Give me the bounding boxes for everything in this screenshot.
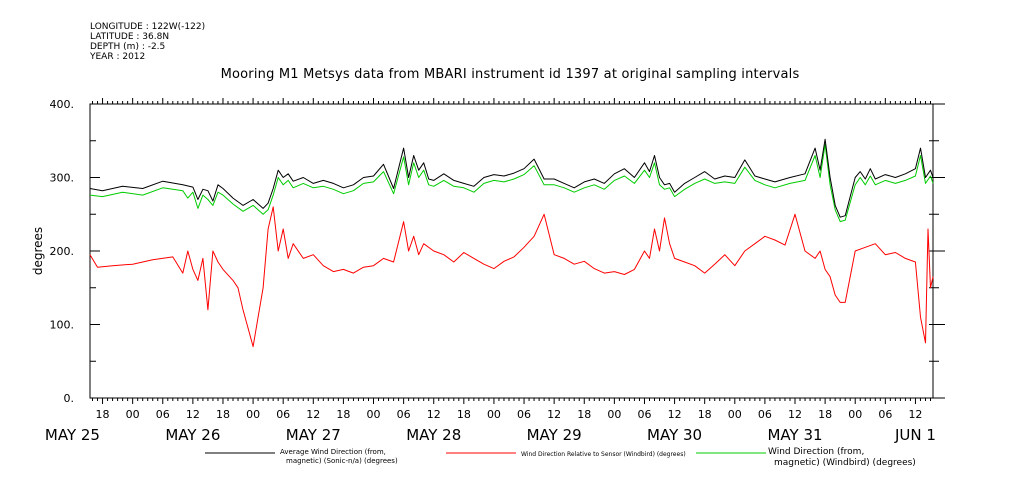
year-text: YEAR : 2012 (90, 52, 146, 62)
x-day-label: MAY 31 (767, 426, 822, 444)
x-tick-label: 00 (126, 408, 140, 421)
plot-area (89, 103, 934, 399)
legend-label: Wind Direction Relative to Sensor (Windb… (521, 451, 686, 458)
x-day-label: MAY 25 (45, 426, 100, 444)
x-tick-label: 06 (878, 408, 892, 421)
x-tick-label: 00 (728, 408, 742, 421)
series-line-2 (89, 206, 934, 348)
y-tick-label: 400. (50, 98, 75, 111)
x-tick-label: 00 (367, 408, 381, 421)
series-line-3 (89, 143, 934, 223)
x-day-label: MAY 30 (647, 426, 702, 444)
chart-title: Mooring M1 Metsys data from MBARI instru… (220, 67, 800, 82)
x-tick-label: 12 (427, 408, 441, 421)
x-tick-label: 12 (306, 408, 320, 421)
x-tick-label: 00 (607, 408, 621, 421)
x-tick-label: 06 (517, 408, 531, 421)
series-layer (89, 138, 934, 348)
plot-frame (89, 103, 934, 399)
x-tick-label: 06 (758, 408, 772, 421)
series-line-1 (89, 138, 934, 218)
legend: Average Wind Direction (from, magnetic) (… (205, 447, 916, 468)
y-tick-label: 0. (64, 392, 75, 405)
latitude-text: LATITUDE : 36.8N (90, 32, 170, 42)
x-axis: 18 00 06 12 18 00 06 12 18 00 06 12 18 00 06 12 18 00 06 12… (45, 98, 936, 444)
x-tick-label: 00 (487, 408, 501, 421)
legend-label: Average Wind Direction (from, magnetic) (… (280, 448, 398, 465)
x-tick-label: 18 (818, 408, 832, 421)
y-tick-label: 300. (50, 172, 75, 185)
x-day-label: MAY 28 (406, 426, 461, 444)
x-tick-label: 18 (457, 408, 471, 421)
x-tick-label: 06 (637, 408, 651, 421)
x-day-label: MAY 29 (527, 426, 582, 444)
x-tick-label: 18 (216, 408, 230, 421)
x-day-label: MAY 27 (286, 426, 341, 444)
x-tick-label: 18 (336, 408, 350, 421)
longitude-text: LONGITUDE : 122W(-122) (90, 22, 206, 32)
x-day-label: JUN 1 (894, 426, 936, 444)
depth-text: DEPTH (m) : -2.5 (90, 42, 166, 52)
x-tick-label: 12 (908, 408, 922, 421)
x-tick-label: 06 (276, 408, 290, 421)
x-tick-label: 12 (788, 408, 802, 421)
y-tick-label: 200. (50, 245, 75, 258)
x-tick-label: 06 (156, 408, 170, 421)
x-tick-label: 12 (186, 408, 200, 421)
y-axis-label: degrees (31, 227, 45, 275)
x-tick-label: 06 (397, 408, 411, 421)
x-tick-label: 18 (96, 408, 110, 421)
x-tick-label: 18 (577, 408, 591, 421)
x-tick-label: 12 (547, 408, 561, 421)
x-tick-label: 18 (698, 408, 712, 421)
x-day-label: MAY 26 (165, 426, 220, 444)
x-tick-label: 12 (668, 408, 682, 421)
y-tick-label: 100. (50, 319, 75, 332)
legend-label: Wind Direction (from, magnetic) (Windbird… (768, 447, 916, 468)
x-tick-label: 00 (246, 408, 260, 421)
x-tick-label: 00 (848, 408, 862, 421)
y-axis: 0. 100. 200. 300. 400. (50, 98, 945, 405)
metadata-block: LONGITUDE : 122W(-122) LATITUDE : 36.8N … (90, 22, 205, 62)
